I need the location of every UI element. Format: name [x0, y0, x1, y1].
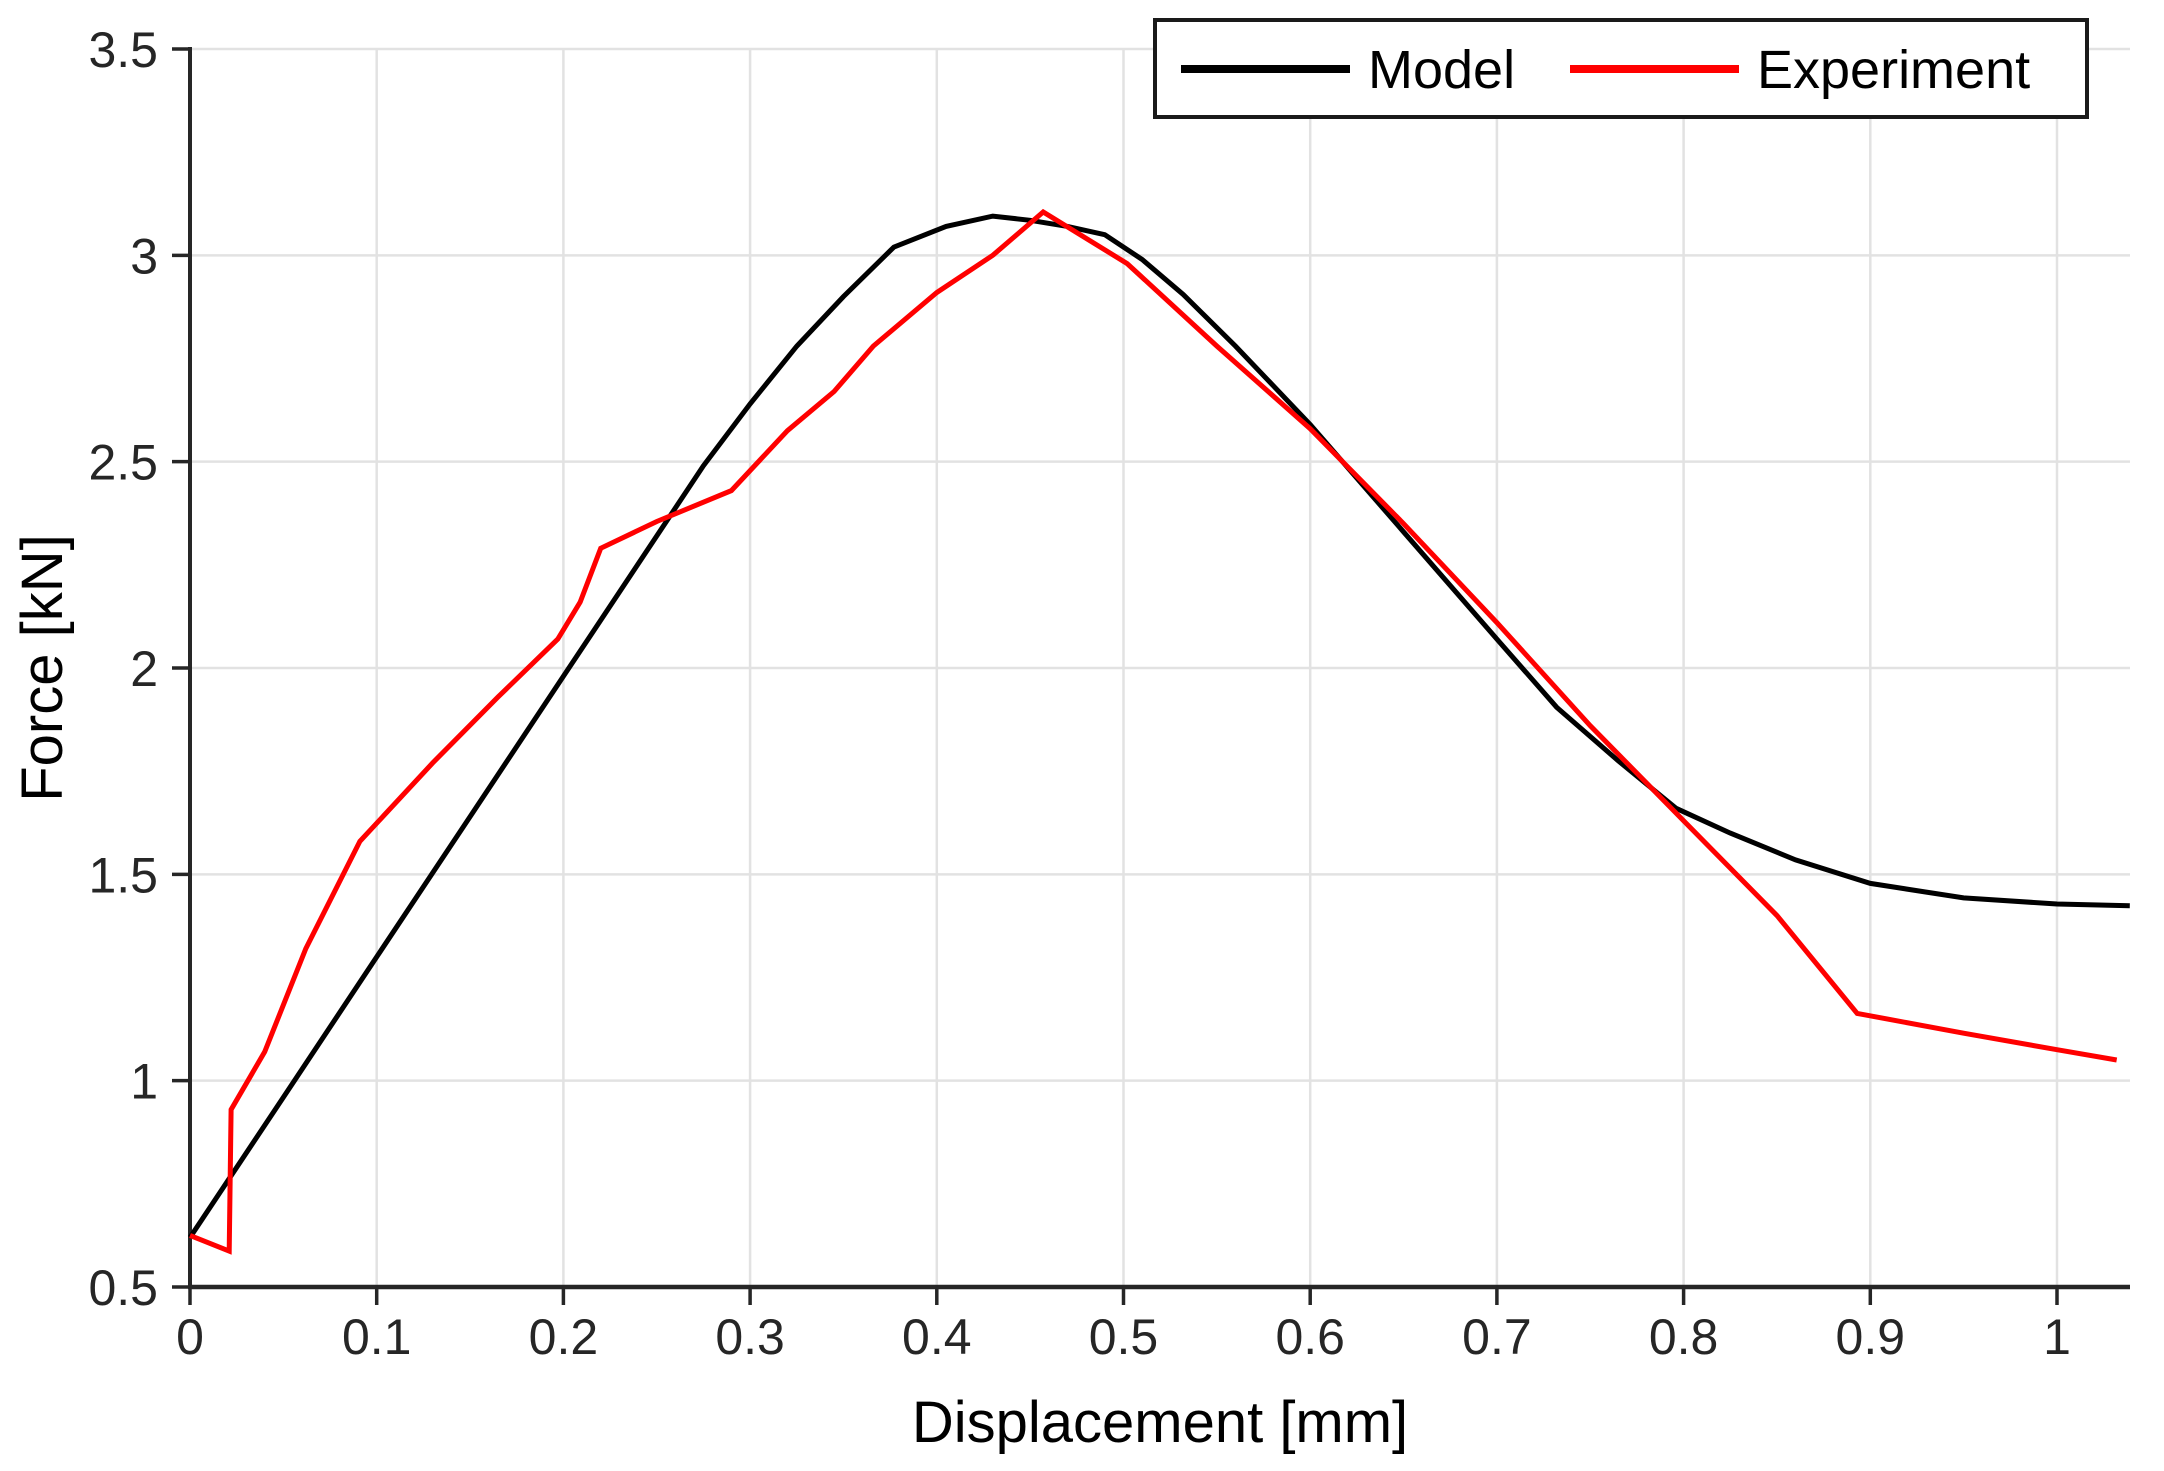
- x-tick-label: 0.4: [902, 1309, 972, 1365]
- x-tick-label: 0.9: [1836, 1309, 1906, 1365]
- y-tick-label: 2: [130, 641, 158, 697]
- series-line-experiment: [189, 208, 2118, 1255]
- y-tick-label: 3.5: [88, 22, 158, 78]
- y-tick-label: 0.5: [88, 1260, 158, 1316]
- series-line-model: [187, 213, 2130, 1239]
- x-tick-label: 0.1: [342, 1309, 412, 1365]
- legend-label-model: Model: [1368, 40, 1515, 100]
- y-axis-title: Force [kN]: [10, 534, 75, 802]
- x-tick-label: 0.8: [1649, 1309, 1719, 1365]
- x-tick-label: 1: [2043, 1309, 2071, 1365]
- x-tick-label: 0: [176, 1309, 204, 1365]
- y-tick-label: 1.5: [88, 847, 158, 903]
- legend: Model Experiment: [1153, 18, 2089, 119]
- axis-labels: Displacement [mm] Force [kN]: [10, 534, 1408, 1455]
- x-tick-label: 0.6: [1275, 1309, 1345, 1365]
- x-tick-label: 0.2: [529, 1309, 599, 1365]
- x-axis-title: Displacement [mm]: [912, 1390, 1408, 1455]
- x-tick-label: 0.5: [1089, 1309, 1159, 1365]
- y-tick-label: 2.5: [88, 435, 158, 491]
- x-tick-label: 0.3: [715, 1309, 785, 1365]
- legend-label-experiment: Experiment: [1757, 40, 2030, 100]
- grid-lines: [190, 47, 2130, 1287]
- tick-labels: 0.5 1 1.5 2 2.5 3 3.5 0 0.1 0.2 0.3 0.4 0.5 0.6 0.7 0.8…: [88, 22, 2070, 1365]
- data-series: [187, 208, 2130, 1255]
- y-tick-label: 3: [130, 228, 158, 284]
- axes: [172, 47, 2130, 1305]
- x-tick-label: 0.7: [1462, 1309, 1532, 1365]
- y-tick-label: 1: [130, 1054, 158, 1110]
